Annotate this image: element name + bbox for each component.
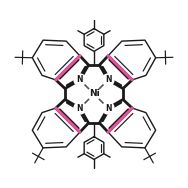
Circle shape (88, 88, 100, 100)
Circle shape (74, 102, 86, 114)
Text: Ni: Ni (89, 89, 99, 99)
Text: N: N (105, 104, 111, 113)
Text: N: N (77, 75, 83, 84)
Text: N: N (77, 104, 83, 113)
Circle shape (102, 74, 114, 86)
Circle shape (102, 102, 114, 114)
Circle shape (74, 74, 86, 86)
Text: N: N (105, 75, 111, 84)
